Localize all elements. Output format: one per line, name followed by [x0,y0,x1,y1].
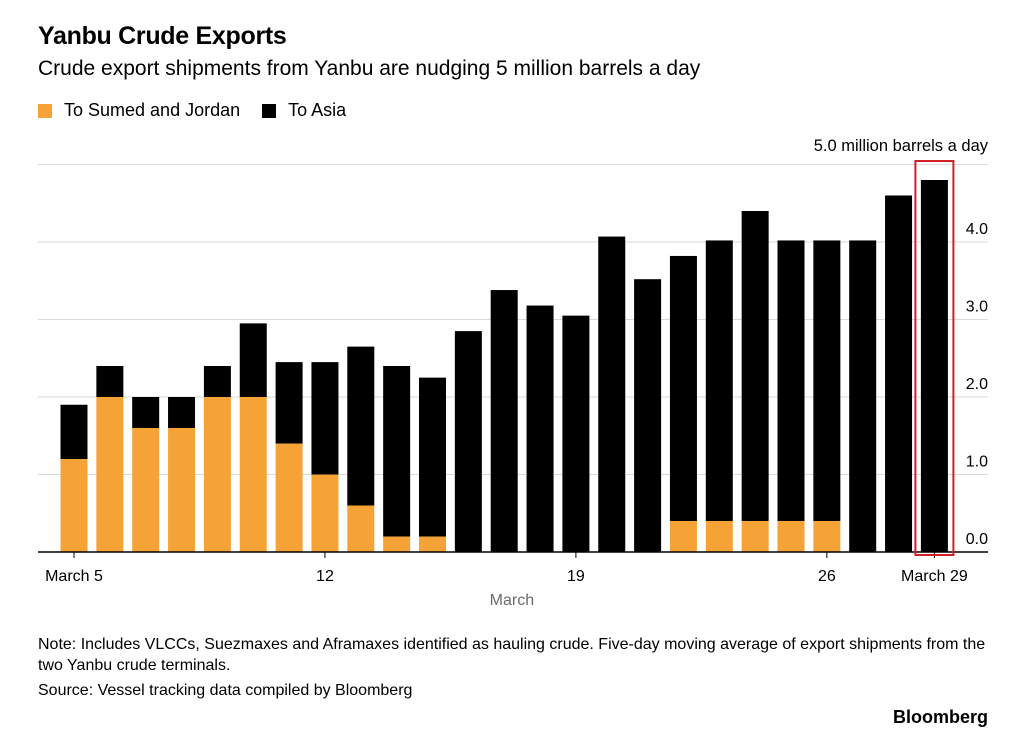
bar-asia [96,366,124,397]
bar-asia [813,240,841,521]
bar-asia [562,315,590,552]
brand-logo: Bloomberg [892,707,988,727]
bar-sumed-jordan [669,521,697,552]
bar-sumed-jordan [132,428,160,552]
legend-swatch-sumed-jordan [38,103,52,118]
bar-asia [741,211,769,521]
bar-asia [669,255,697,521]
bar-sumed-jordan [203,397,231,552]
bar-asia [203,366,231,397]
bar-asia [526,305,554,552]
bar-sumed-jordan [239,397,267,552]
y-tick-label: 4.0 [966,221,988,238]
bar-sumed-jordan [60,459,88,552]
bar-chart: 0.0 1.0 2.0 3.0 4.0 March 5 12 19 26 March 29 Marc… [38,160,988,609]
bar-sumed-jordan [419,536,446,552]
unit-label: 5.0 million barrels a day [813,137,988,155]
x-tick-label: 19 [567,568,585,585]
bar-sumed-jordan [96,397,124,552]
bar-asia [347,346,375,506]
bar-sumed-jordan [168,428,196,552]
bar-sumed-jordan [275,443,303,552]
bar-asia [132,397,160,428]
x-tick-label: March 5 [45,568,103,585]
bar-asia [168,397,196,428]
bar-asia [275,362,303,444]
x-tick-label: 12 [316,568,334,585]
bar-asia [490,290,518,552]
chart-source: Source: Vessel tracking data compiled by… [38,682,413,699]
legend-label-sumed-jordan: To Sumed and Jordan [64,100,241,120]
legend-label-asia: To Asia [288,100,347,120]
bar-asia [419,377,446,537]
bar-asia [920,180,948,552]
bar-sumed-jordan [705,521,733,552]
bar-asia [311,362,339,475]
y-tick-label: 3.0 [966,299,988,316]
x-tick-label: March 29 [901,568,968,585]
y-tick-label: 1.0 [966,454,988,471]
bar-asia [849,240,877,552]
bar-sumed-jordan [383,536,411,552]
bar-sumed-jordan [813,521,841,552]
y-tick-label: 0.0 [966,531,988,548]
bar-sumed-jordan [347,505,375,552]
bar-sumed-jordan [777,521,805,552]
chart-subtitle: Crude export shipments from Yanbu are nu… [38,57,701,80]
chart-title: Yanbu Crude Exports [38,22,287,50]
x-tick-label: 26 [818,568,836,585]
y-tick-label: 2.0 [966,376,988,393]
legend-item-asia: To Asia [262,100,346,121]
bar-asia [885,195,913,552]
legend: To Sumed and Jordan To Asia [38,100,368,121]
bar-asia [383,366,411,537]
bar-asia [598,236,626,552]
bar-asia [60,404,88,459]
legend-swatch-asia [262,103,277,118]
chart-note: Note: Includes VLCCs, Suezmaxes and Afra… [38,636,986,674]
bar-sumed-jordan [741,521,769,552]
bar-asia [239,323,267,397]
bar-asia [454,331,482,552]
highlight-box [914,160,955,556]
bar-asia [705,240,733,521]
bar-asia [634,279,662,552]
x-axis-title: March [490,592,534,609]
legend-item-sumed-jordan: To Sumed and Jordan [38,100,240,121]
bar-sumed-jordan [311,474,339,552]
bar-asia [777,240,805,521]
